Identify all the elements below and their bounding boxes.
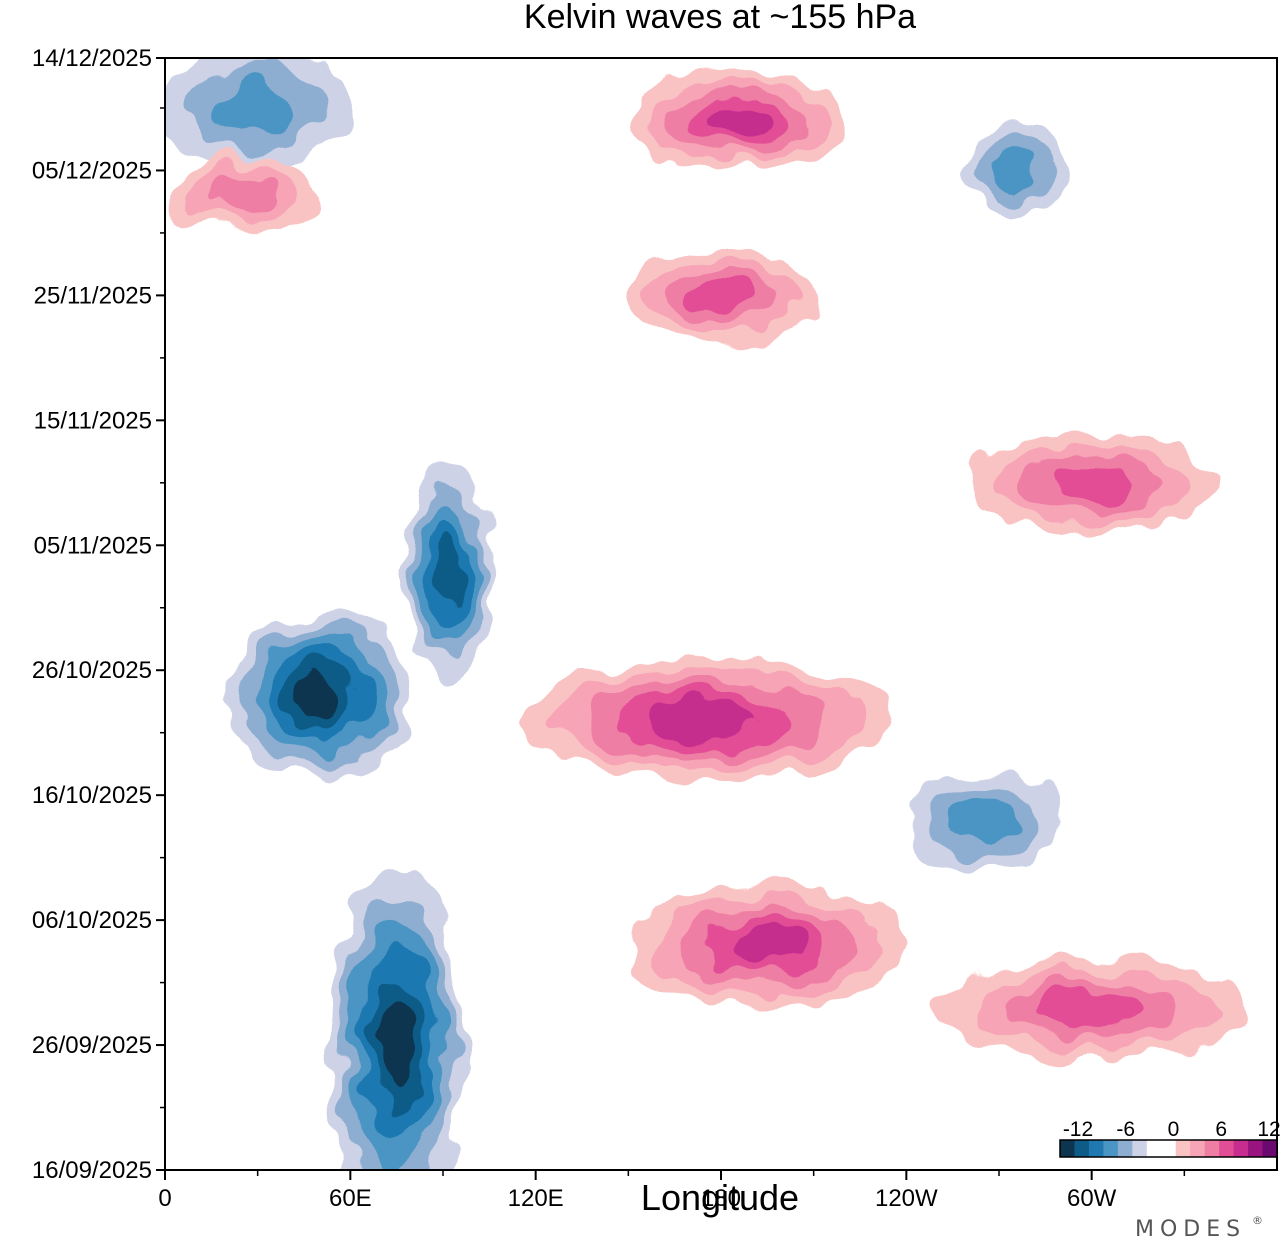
colorbar-tick-label: 6	[1215, 1118, 1227, 1141]
anomaly-positive-180-top	[628, 70, 845, 171]
colorbar-swatch	[1262, 1140, 1278, 1157]
colorbar-swatch	[1074, 1140, 1090, 1157]
colorbar-swatch	[1161, 1140, 1177, 1157]
contour-negative-main-mid-level-6	[296, 674, 342, 717]
contour-positive-180-lower-level-5	[727, 927, 808, 963]
colorbar-frame	[1059, 1139, 1278, 1158]
colorbar-swatch	[1248, 1140, 1264, 1157]
anomaly-positive-180-mid	[520, 657, 891, 783]
contour-positive-west-edge-level-3	[207, 178, 277, 213]
anomaly-negative-northwest	[165, 58, 351, 171]
chart-title: Kelvin waves at ~155 hPa	[524, 0, 916, 36]
colorbar-swatch	[1175, 1140, 1191, 1157]
anomaly-positive-west-edge	[165, 157, 320, 233]
contour-negative-northwest-level-3	[216, 80, 299, 136]
colorbar-tick-label: 0	[1168, 1118, 1180, 1141]
y-tick-label: 15/11/2025	[34, 407, 152, 434]
anomaly-positive-180-upper	[628, 245, 814, 346]
contour-positive-180-upper-level-4	[688, 278, 754, 313]
colorbar-swatch	[1117, 1140, 1133, 1157]
modes-logo-text: MODES	[1135, 1217, 1246, 1242]
y-tick-label: 26/10/2025	[32, 657, 152, 684]
colorbar-swatch	[1132, 1140, 1148, 1157]
anomaly-positive-180-lower	[628, 882, 907, 1008]
x-tick-label: 180	[701, 1185, 741, 1212]
colorbar-swatch	[1103, 1140, 1119, 1157]
y-tick-label: 16/10/2025	[32, 782, 152, 809]
anomaly-negative-main-lower	[328, 870, 465, 1170]
colorbar-swatch	[1190, 1140, 1206, 1157]
y-tick-label: 05/11/2025	[34, 532, 152, 559]
registered-mark-icon: ®	[1252, 1214, 1263, 1227]
anomaly-positive-east-upper	[968, 432, 1216, 533]
y-tick-label: 05/12/2025	[32, 157, 152, 184]
y-axis: 14/12/2025 05/12/2025 25/11/2025 15/11/2025…	[32, 45, 165, 1184]
contour-positive-180-top-level-5	[705, 106, 768, 135]
contour-negative-east-120w-level-3	[949, 797, 1018, 843]
anomaly-negative-main-upper	[405, 457, 493, 683]
anomaly-positive-east-lower	[937, 957, 1247, 1058]
contour-positive-180-mid-level-5	[652, 702, 759, 739]
colorbar-tick-label: -6	[1116, 1118, 1135, 1141]
anomaly-negative-east-120w	[906, 770, 1061, 871]
x-tick-label: 60E	[329, 1185, 372, 1212]
y-tick-label: 06/10/2025	[32, 907, 152, 934]
y-tick-label: 16/09/2025	[32, 1157, 152, 1184]
colorbar: -12 -6 0 6 12	[1059, 1118, 1280, 1158]
colorbar-swatch	[1060, 1140, 1075, 1157]
contour-positive-east-lower-level-4	[1037, 990, 1146, 1025]
colorbar-swatch	[1233, 1140, 1249, 1157]
x-axis: 0 60E 120E 180 120W 60W	[158, 1170, 1186, 1212]
colorbar-tick-label: -12	[1063, 1118, 1093, 1141]
x-tick-label: 120W	[875, 1185, 938, 1212]
x-tick-label: 120E	[508, 1185, 564, 1212]
colorbar-swatch	[1088, 1140, 1104, 1157]
x-tick-label: 60W	[1067, 1185, 1117, 1212]
contour-positive-east-upper-level-4	[1048, 465, 1135, 501]
y-tick-label: 14/12/2025	[32, 45, 152, 72]
x-axis-label: Longitude	[641, 1177, 799, 1218]
contour-negative-main-lower-level-6	[380, 1002, 414, 1088]
contour-negative-east-80w-level-3	[993, 148, 1036, 193]
contour-negative-main-upper-level-5	[436, 538, 462, 603]
anomaly-negative-main-mid	[226, 607, 413, 783]
contour-field	[165, 58, 1247, 1170]
y-tick-label: 26/09/2025	[32, 1032, 152, 1059]
y-tick-label: 25/11/2025	[34, 282, 152, 309]
colorbar-tick-label: 12	[1257, 1118, 1280, 1141]
colorbar-swatch	[1146, 1140, 1162, 1157]
anomaly-negative-east-80w	[968, 120, 1061, 221]
colorbar-swatch	[1204, 1140, 1220, 1157]
colorbar-swatch	[1219, 1140, 1235, 1157]
x-tick-label: 0	[158, 1185, 171, 1212]
